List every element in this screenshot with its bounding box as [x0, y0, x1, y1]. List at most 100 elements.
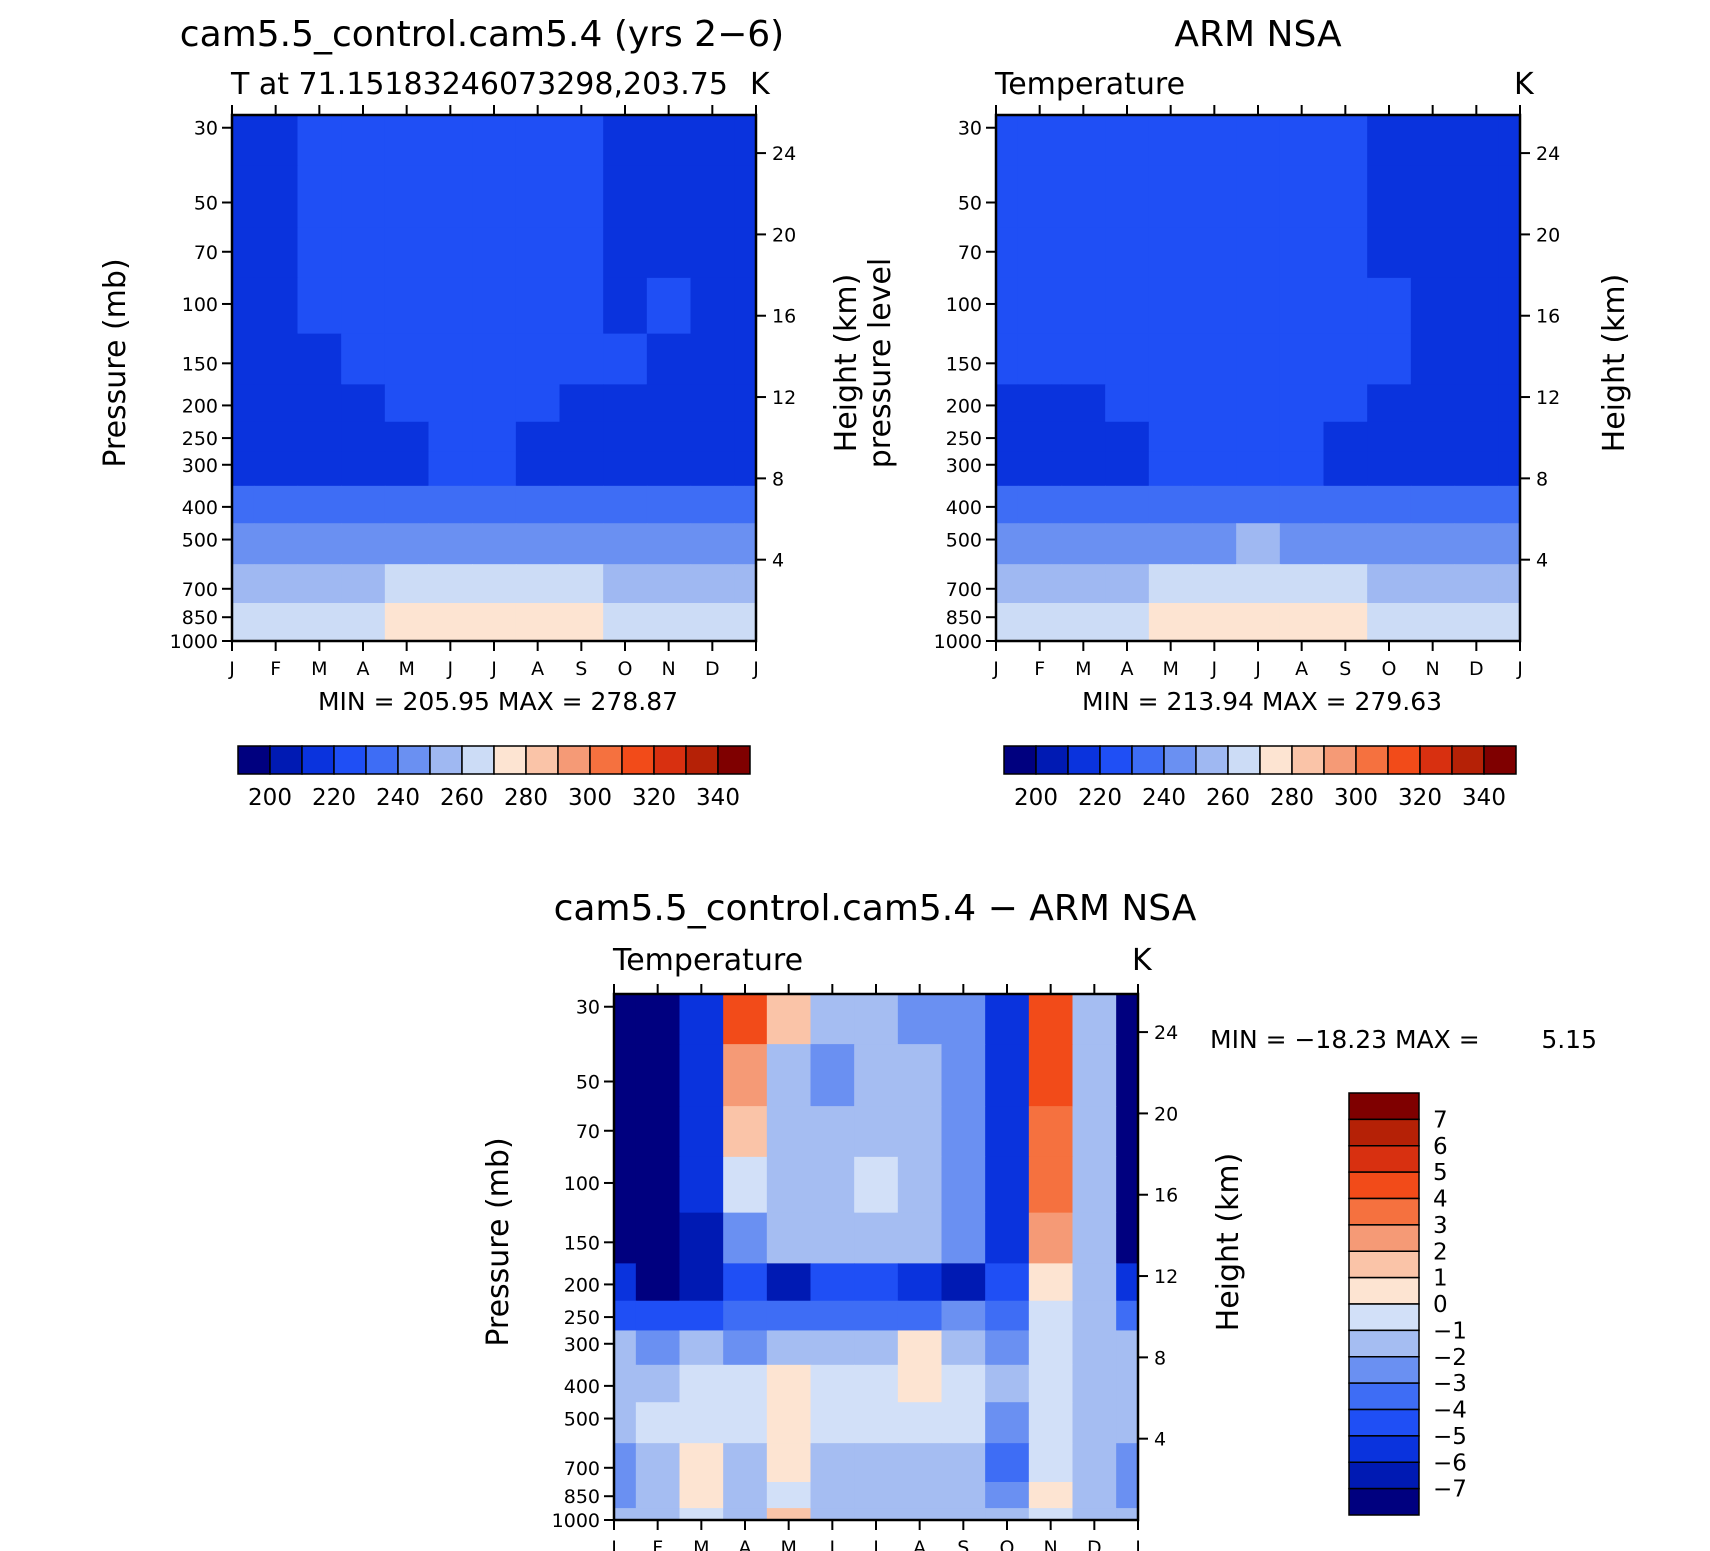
heatmap-cell: [646, 485, 692, 524]
x-tick-label: A: [357, 658, 370, 680]
heatmap-cell: [472, 523, 517, 565]
x-tick-label: F: [270, 658, 281, 680]
heatmap-cell: [1192, 629, 1237, 641]
heatmap-cell: [766, 1212, 812, 1264]
heatmap-cell: [1105, 485, 1150, 524]
y-tick-label: 70: [194, 242, 218, 264]
y-tick-label: 850: [946, 607, 982, 629]
x-tick-label: N: [1426, 658, 1440, 680]
heatmap-cell: [614, 1330, 637, 1366]
heatmap-cell: [646, 333, 692, 385]
heatmap-cell: [941, 1402, 986, 1444]
heatmap-cell: [1279, 485, 1325, 524]
heatmap-cell: [1017, 333, 1063, 385]
colorbar-swatch: [1451, 745, 1485, 775]
heatmap-cell: [635, 1156, 681, 1214]
heatmap-cell: [559, 165, 604, 228]
colorbar-swatch: [1348, 1329, 1420, 1358]
heatmap-cell: [603, 165, 648, 228]
heatmap-cell: [985, 994, 1030, 1045]
heatmap-cell: [1116, 1364, 1138, 1403]
heatmap-cell: [614, 1106, 637, 1158]
heatmap-cell: [1116, 1212, 1138, 1264]
colorbar-swatch: [1348, 1197, 1420, 1226]
heatmap-cell: [996, 165, 1019, 228]
heatmap-cell: [232, 227, 255, 279]
heatmap-cell: [472, 165, 517, 228]
heatmap-cell: [679, 1156, 724, 1214]
x-tick-label: J: [447, 658, 454, 680]
heatmap-cell: [723, 1156, 768, 1214]
heatmap-cell: [723, 1212, 768, 1264]
difference-temperature-panel: J F M A M J J A S O N D J305070100150200250300400500…: [481, 888, 1597, 1551]
heatmap-cell: [1279, 227, 1325, 279]
x-tick-label: O: [1382, 658, 1397, 680]
heatmap-cell: [1192, 485, 1237, 524]
heatmap-cell: [996, 451, 1019, 487]
heatmap-cell: [1454, 629, 1499, 641]
heatmap-cell: [1028, 1330, 1074, 1366]
heatmap-cell: [1072, 1300, 1117, 1332]
heatmap-cell: [297, 421, 342, 453]
colorbar: 200 220 240 260 280 300 320 340: [237, 745, 751, 811]
chart-subtitle: Temperature: [612, 943, 803, 978]
heatmap-cell: [515, 165, 561, 228]
colorbar-swatch: [1348, 1250, 1420, 1279]
heatmap-cell: [515, 227, 561, 279]
heatmap-cell: [1498, 564, 1520, 604]
heatmap-cell: [1367, 227, 1412, 279]
y-tick-label: 200: [946, 395, 982, 417]
heatmap-cell: [1017, 227, 1063, 279]
heatmap-cell: [472, 485, 517, 524]
height-tick-label: 12: [1154, 1266, 1178, 1288]
colorbar-label: 5: [1433, 1160, 1448, 1186]
heatmap-cell: [1498, 115, 1520, 166]
x-tick-label: M: [1075, 658, 1091, 680]
min-max-stats: MIN = 205.95 MAX = 278.87: [318, 687, 678, 716]
heatmap-cell: [1192, 227, 1237, 279]
heatmap-cell: [766, 1263, 812, 1302]
heatmap-cell: [996, 629, 1019, 641]
heatmap-cell: [1061, 603, 1106, 630]
heatmap-cell: [341, 227, 386, 279]
heatmap-cell: [1105, 165, 1150, 228]
heatmap-cell: [1454, 384, 1499, 423]
heatmap-cell: [1367, 115, 1412, 166]
heatmap-cell: [1072, 1106, 1117, 1158]
heatmap-cell: [1279, 384, 1325, 423]
heatmap-cell: [941, 1364, 986, 1403]
heatmap-cell: [985, 1482, 1030, 1509]
heatmap-cell: [1116, 1156, 1138, 1214]
heatmap-cell: [1454, 165, 1499, 228]
y-tick-label: 30: [194, 118, 218, 140]
y-tick-label: 400: [182, 497, 218, 519]
heatmap-cell: [734, 277, 756, 335]
heatmap-cell: [559, 564, 604, 604]
colorbar-swatch: [1348, 1145, 1420, 1173]
heatmap-cell: [428, 277, 473, 335]
heatmap-cell: [253, 115, 299, 166]
colorbar: 200 220 240 260 280 300 320 340: [1003, 745, 1517, 811]
heatmap-cell: [384, 451, 430, 487]
height-tick-label: 4: [772, 550, 784, 572]
units-label: K: [750, 67, 771, 102]
heatmap-cell: [646, 603, 692, 630]
heatmap-cell: [985, 1212, 1030, 1264]
y-tick-label: 700: [564, 1458, 600, 1480]
y-tick-label: 150: [564, 1232, 600, 1254]
y-tick-label: 1000: [934, 631, 982, 653]
heatmap-cell: [384, 523, 430, 565]
x-tick-label: J: [1134, 1537, 1141, 1551]
heatmap-cell: [985, 1443, 1030, 1483]
y-tick-label: 30: [958, 118, 982, 140]
heatmap-cell: [897, 1263, 943, 1302]
y-tick-label: 250: [564, 1307, 600, 1329]
heatmap-cell: [1279, 333, 1325, 385]
chart-title: ARM NSA: [1174, 14, 1342, 55]
heatmap-cell: [1236, 451, 1281, 487]
colorbar-label: −5: [1433, 1424, 1467, 1450]
x-tick-label: D: [1087, 1537, 1102, 1551]
colorbar-swatch: [685, 745, 719, 775]
heatmap-cell: [996, 523, 1019, 565]
heatmap-cell: [603, 227, 648, 279]
